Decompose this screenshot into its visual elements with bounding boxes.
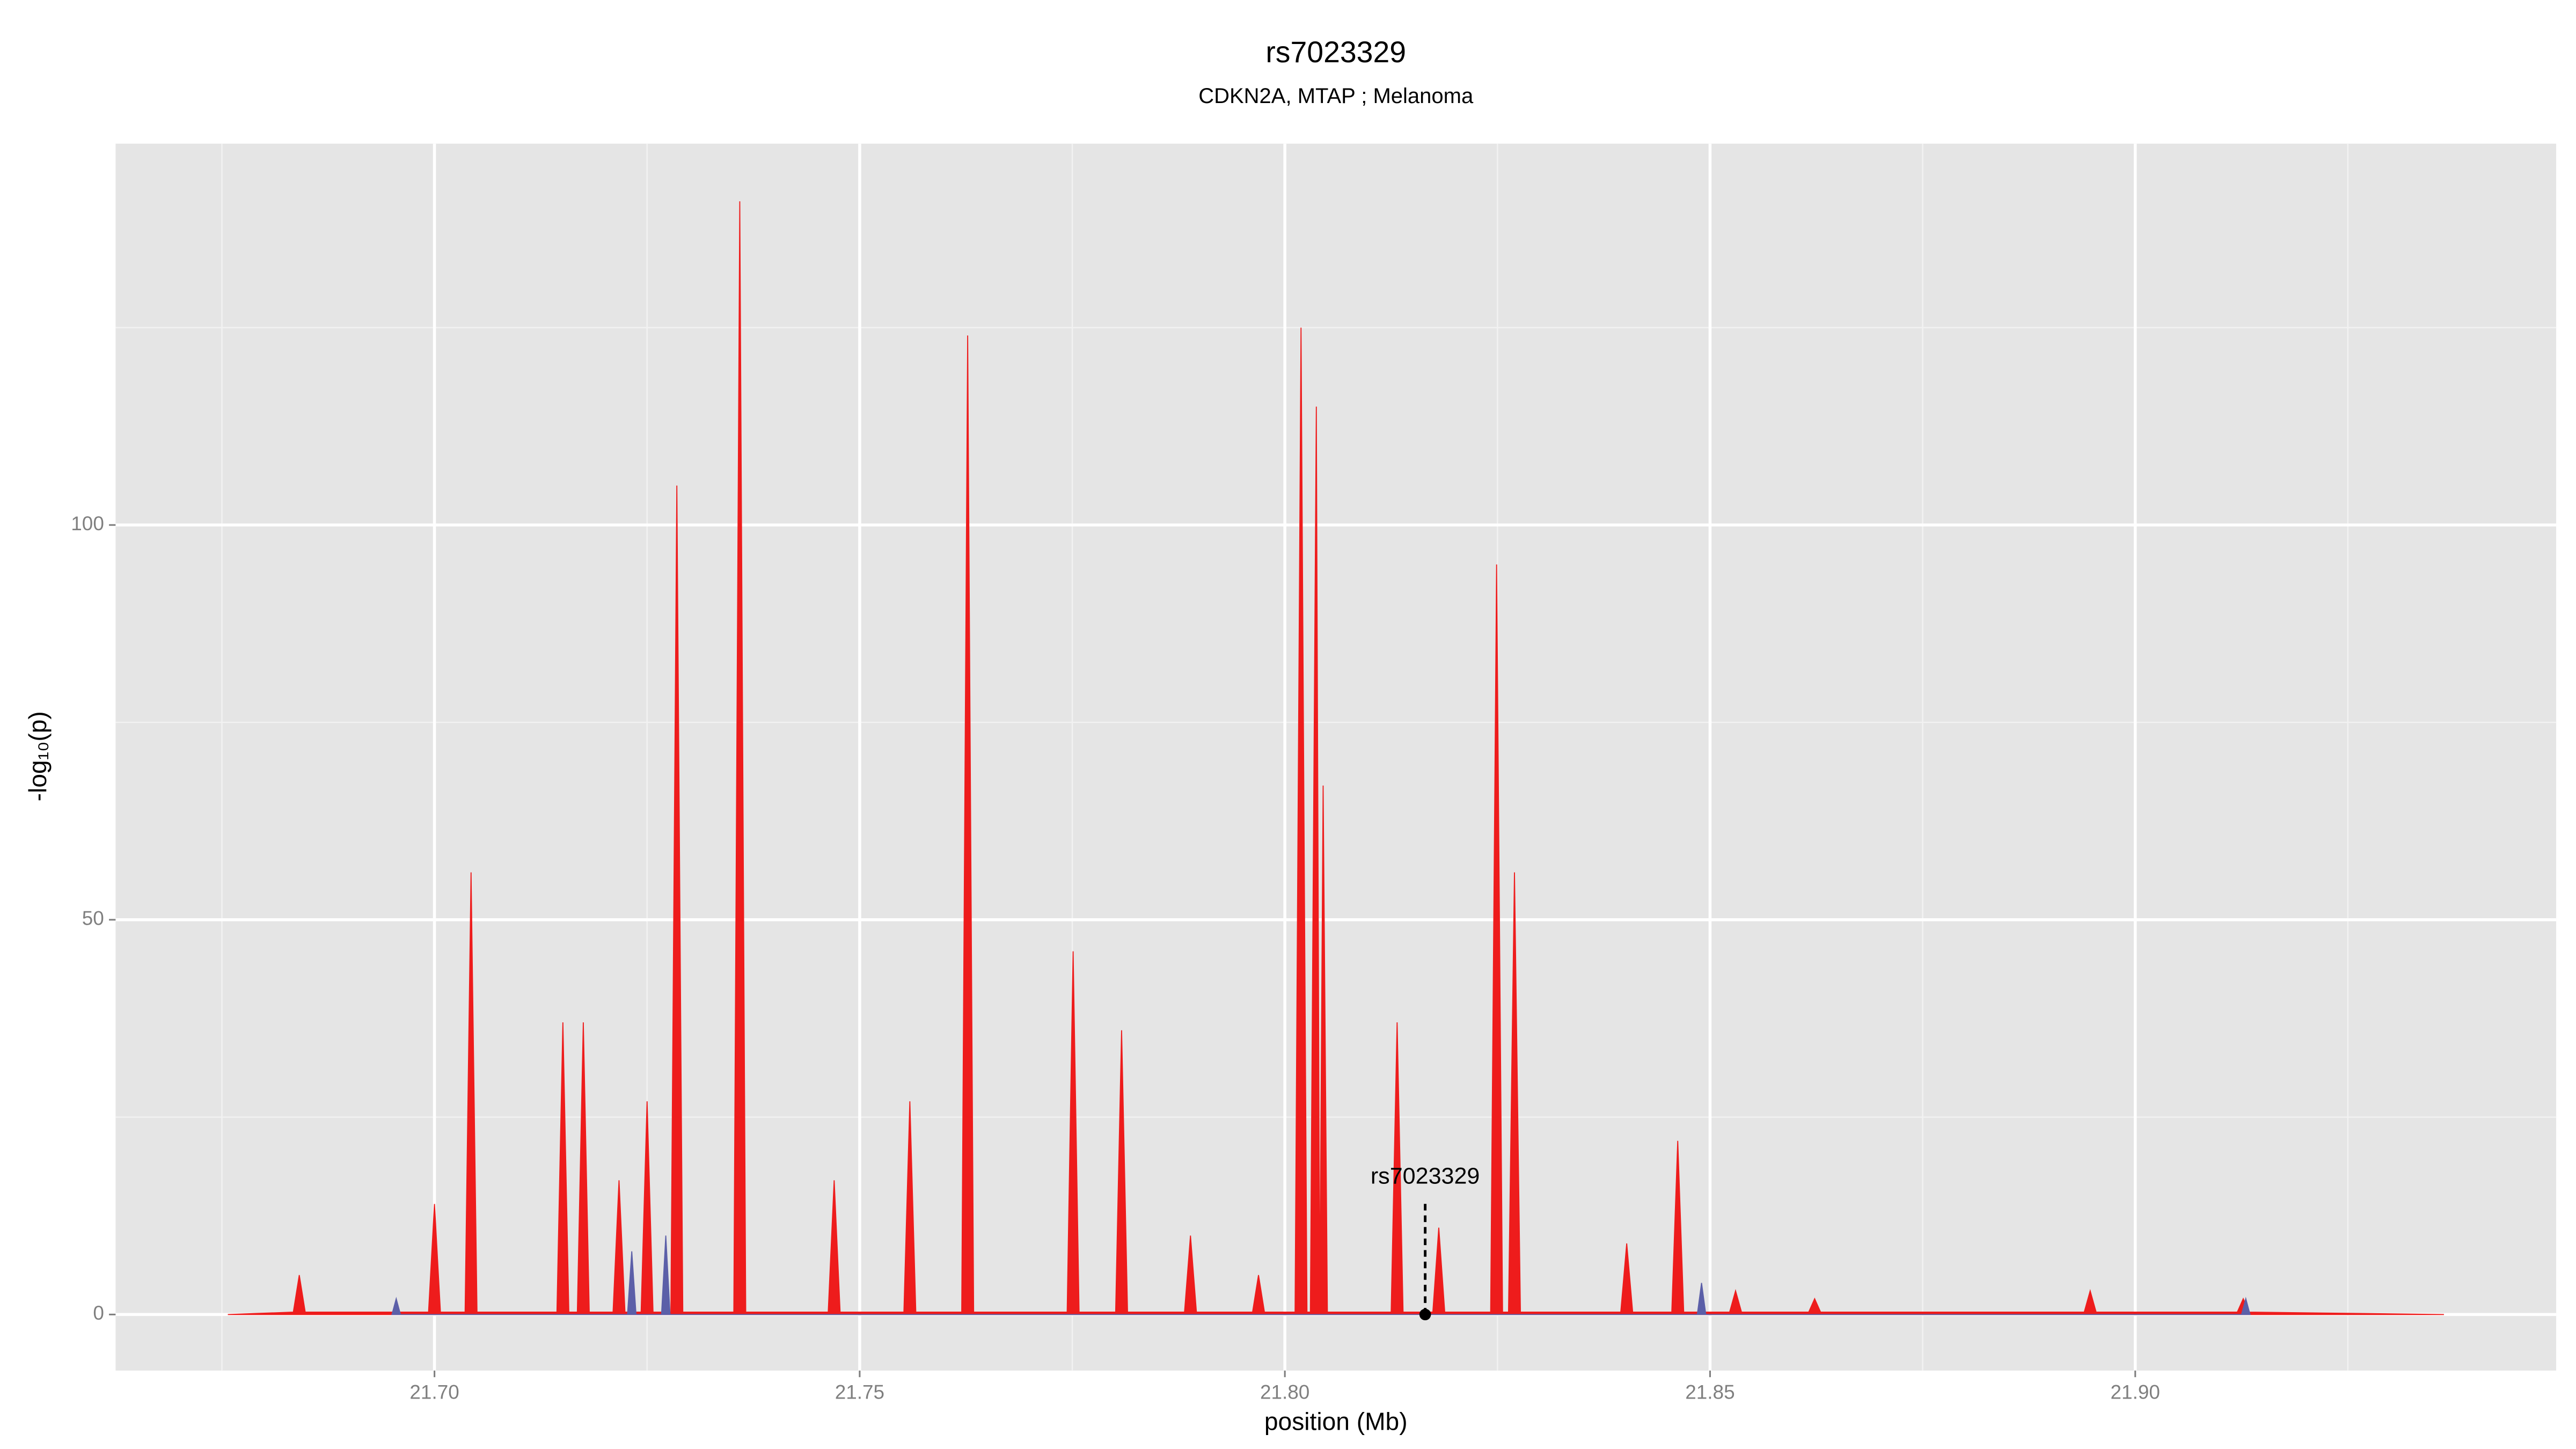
annotation-point [1419,1308,1431,1321]
chart-subtitle: CDKN2A, MTAP ; Melanoma [1198,84,1474,108]
x-axis-label: position (Mb) [1264,1407,1408,1435]
area [228,201,2444,1315]
y-tick-label: 50 [82,908,104,930]
y-axis-label: -log₁₀(p) [24,711,52,801]
x-tick-label: 21.80 [1260,1381,1309,1403]
x-tick-label: 21.85 [1685,1381,1735,1403]
x-tick-label: 21.75 [835,1381,884,1403]
annotation-label: rs7023329 [1371,1163,1480,1189]
plot-background [115,143,2557,1371]
y-tick-label: 0 [93,1302,104,1324]
chart-title: rs7023329 [1265,35,1406,69]
y-tick-label: 100 [71,513,104,535]
x-tick-label: 21.70 [409,1381,459,1403]
area [391,1235,2251,1315]
x-tick-label: 21.90 [2111,1381,2160,1403]
